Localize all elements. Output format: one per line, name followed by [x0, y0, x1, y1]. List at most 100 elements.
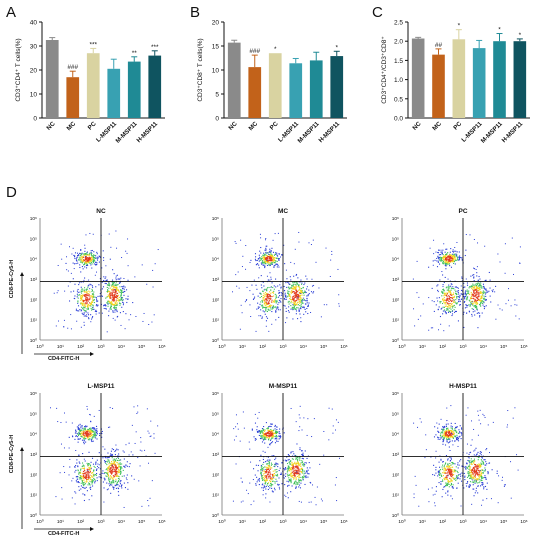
- plot-title: PC: [458, 208, 467, 215]
- flow-y-axis-label: CD8-PE-Cy5-H: [9, 260, 15, 299]
- scatter-cloud: [50, 405, 159, 508]
- flow-x-tick-label: 10⁰: [36, 519, 43, 525]
- significance-label: *: [274, 46, 277, 53]
- y-tick-label: 20: [212, 20, 220, 27]
- flow-x-tick-label: 10⁰: [398, 519, 405, 525]
- y-tick-label: 0: [33, 116, 37, 123]
- flow-x-tick-label: 10⁴: [480, 519, 487, 525]
- flow-y-tick-label: 10³: [392, 277, 399, 283]
- significance-label: *: [498, 27, 501, 34]
- panel-label-b: B: [190, 4, 201, 21]
- bar-h-msp11: [513, 41, 527, 119]
- y-tick-label: 0: [215, 116, 219, 123]
- flow-x-tick-label: 10⁶: [520, 344, 527, 350]
- flow-x-tick-label: 10⁴: [118, 344, 125, 350]
- flow-x-tick-label: 10³: [280, 344, 287, 350]
- flow-y-tick-label: 10⁶: [212, 391, 219, 397]
- x-tick-label: PC: [87, 120, 98, 131]
- y-tick-label: 20: [30, 68, 38, 75]
- flow-x-tick-label: 10⁶: [520, 519, 527, 525]
- flow-x-tick-label: 10⁵: [138, 344, 145, 350]
- significance-label: *: [335, 44, 338, 51]
- plot-title: NC: [96, 208, 106, 215]
- flow-x-tick-label: 10⁵: [138, 519, 145, 525]
- flow-y-tick-label: 10⁰: [392, 513, 399, 519]
- y-tick-label: 10: [212, 68, 220, 75]
- flow-y-tick-label: 10⁰: [30, 513, 37, 519]
- scatter-cloud: [412, 234, 521, 332]
- significance-label: *: [458, 23, 461, 30]
- flow-y-tick-label: 10²: [392, 297, 399, 303]
- significance-label: ###: [67, 64, 78, 71]
- bar-l-msp11: [472, 48, 486, 118]
- flow-y-tick-label: 10¹: [212, 318, 219, 324]
- x-tick-label: MC: [431, 120, 443, 132]
- arrow-head-icon: [90, 352, 94, 356]
- flow-y-tick-label: 10³: [212, 452, 219, 458]
- flow-x-tick-label: 10⁴: [118, 519, 125, 525]
- y-tick-label: 2.5: [394, 20, 403, 27]
- flow-y-tick-label: 10⁴: [30, 432, 37, 438]
- significance-label: ##: [435, 42, 443, 49]
- flow-y-tick-label: 10⁵: [30, 236, 37, 242]
- x-tick-label: M-MSP11: [480, 120, 505, 145]
- bar-pc: [86, 53, 100, 119]
- bar-pc: [452, 39, 466, 118]
- flow-x-tick-label: 10⁶: [340, 344, 347, 350]
- flow-y-tick-label: 10¹: [392, 493, 399, 499]
- flow-y-tick-label: 10⁶: [30, 391, 37, 397]
- flow-x-tick-label: 10⁴: [300, 344, 307, 350]
- x-tick-label: M-MSP11: [115, 120, 140, 145]
- flow-y-tick-label: 10²: [392, 472, 399, 478]
- flow-x-tick-label: 10²: [439, 519, 446, 525]
- flow-x-tick-label: 10²: [259, 519, 266, 525]
- x-tick-label: NC: [411, 120, 423, 132]
- flow-x-tick-label: 10⁰: [218, 344, 225, 350]
- x-tick-label: NC: [45, 120, 57, 132]
- bar-nc: [227, 42, 241, 118]
- flow-y-tick-label: 10²: [30, 472, 37, 478]
- flow-y-tick-label: 10⁶: [30, 216, 37, 222]
- bar-h-msp11: [148, 55, 162, 118]
- significance-label: ***: [89, 41, 97, 48]
- flow-x-tick-label: 10⁵: [500, 519, 507, 525]
- flow-y-tick-label: 10⁴: [392, 432, 399, 438]
- arrow-head-icon: [20, 447, 24, 451]
- bar-nc: [45, 40, 59, 118]
- flow-x-tick-label: 10³: [98, 519, 105, 525]
- flow-x-tick-label: 10¹: [239, 344, 246, 350]
- y-axis-label: CD3⁺CD8⁺ T cells(%): [197, 38, 204, 101]
- flow-x-tick-label: 10⁰: [398, 344, 405, 350]
- bar-mc: [432, 54, 445, 118]
- plot-title: M-MSP11: [269, 383, 298, 390]
- flow-x-tick-label: 10⁴: [300, 519, 307, 525]
- bar-mc: [248, 67, 262, 118]
- flow-y-tick-label: 10⁰: [392, 338, 399, 344]
- y-tick-label: 15: [212, 44, 220, 51]
- x-tick-label: M-MSP11: [297, 120, 322, 145]
- flow-y-tick-label: 10⁰: [30, 338, 37, 344]
- flow-x-tick-label: 10³: [280, 519, 287, 525]
- x-tick-label: PC: [269, 120, 280, 131]
- flow-y-tick-label: 10⁵: [392, 411, 399, 417]
- flow-x-tick-label: 10⁶: [158, 344, 165, 350]
- plot-title: L-MSP11: [87, 383, 114, 390]
- flow-y-tick-label: 10²: [212, 472, 219, 478]
- flow-x-tick-label: 10⁵: [500, 344, 507, 350]
- significance-label: **: [132, 50, 138, 57]
- flow-y-tick-label: 10⁰: [212, 338, 219, 344]
- flow-x-tick-label: 10¹: [57, 344, 64, 350]
- flow-x-tick-label: 10⁰: [218, 519, 225, 525]
- flow-y-tick-label: 10⁵: [30, 411, 37, 417]
- x-tick-label: PC: [452, 120, 463, 131]
- y-axis-label: CD3⁺CD4⁺/CD3⁺CD8⁺: [381, 36, 388, 104]
- panel-label-d: D: [6, 184, 17, 201]
- flow-x-tick-label: 10¹: [419, 344, 426, 350]
- flow-x-tick-label: 10²: [439, 344, 446, 350]
- flow-x-tick-label: 10⁵: [320, 519, 327, 525]
- flow-x-tick-label: 10⁴: [480, 344, 487, 350]
- x-tick-label: MC: [247, 120, 259, 132]
- flow-y-tick-label: 10⁴: [30, 257, 37, 263]
- flow-x-tick-label: 10⁰: [36, 344, 43, 350]
